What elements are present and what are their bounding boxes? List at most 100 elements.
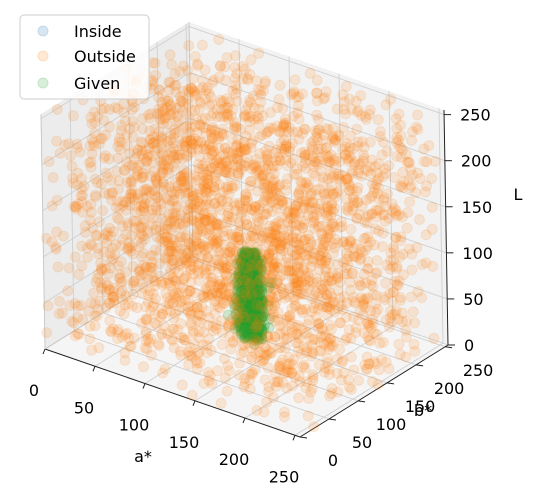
data-point-outside	[213, 179, 225, 191]
data-point-outside	[230, 140, 242, 152]
data-point-outside	[384, 288, 396, 299]
data-point-outside	[244, 94, 256, 106]
data-point-outside	[42, 300, 54, 312]
data-point-outside	[342, 205, 354, 217]
data-point-outside	[230, 278, 242, 289]
data-point-outside	[279, 113, 291, 125]
data-point-outside	[184, 126, 196, 138]
data-point-outside	[242, 269, 254, 280]
data-point-outside	[118, 164, 130, 176]
data-point-outside	[238, 143, 250, 155]
data-point-outside	[416, 259, 428, 270]
data-point-outside	[307, 369, 319, 381]
data-point-outside	[353, 105, 364, 117]
data-point-outside	[405, 291, 417, 303]
data-point-outside	[52, 261, 64, 273]
data-point-outside	[309, 170, 321, 182]
data-point-outside	[197, 74, 209, 86]
data-point-outside	[114, 132, 125, 144]
data-point-outside	[135, 269, 147, 281]
data-point-outside	[223, 188, 235, 200]
data-point-outside	[334, 276, 346, 288]
data-point-outside	[118, 308, 130, 320]
data-point-outside	[269, 238, 281, 250]
data-point-outside	[229, 72, 241, 84]
data-point-outside	[152, 338, 164, 350]
data-point-outside	[126, 240, 138, 252]
data-point-outside	[348, 142, 360, 154]
data-point-outside	[240, 160, 251, 172]
data-point-outside	[76, 260, 88, 272]
data-point-outside	[297, 287, 309, 299]
x-tick-label: 150	[169, 433, 200, 452]
data-point-outside	[329, 134, 341, 146]
data-point-outside	[347, 267, 359, 279]
data-point-outside	[391, 150, 403, 162]
data-point-outside	[327, 247, 339, 259]
data-point-outside	[293, 186, 305, 198]
data-point-outside	[259, 208, 271, 220]
data-point-outside	[139, 342, 151, 354]
data-point-outside	[368, 239, 380, 251]
data-point-outside	[264, 300, 276, 311]
data-point-outside	[222, 360, 234, 372]
data-point-outside	[308, 302, 320, 314]
data-point-outside	[205, 128, 217, 140]
data-point-outside	[192, 143, 204, 155]
data-point-outside	[109, 249, 121, 261]
data-point-outside	[90, 230, 102, 242]
data-point-outside	[404, 196, 416, 208]
data-point-outside	[248, 114, 260, 125]
data-point-outside	[206, 149, 218, 161]
y-tick-mark	[357, 400, 366, 403]
data-point-outside	[291, 328, 303, 340]
data-point-outside	[204, 213, 216, 225]
data-point-outside	[168, 274, 180, 286]
data-point-outside	[221, 161, 233, 172]
data-point-outside	[260, 154, 272, 166]
x-tick-mark	[292, 435, 296, 441]
data-point-outside	[268, 221, 280, 233]
data-point-outside	[93, 216, 105, 228]
data-point-outside	[236, 248, 248, 260]
data-point-outside	[341, 268, 353, 280]
data-point-outside	[189, 121, 201, 132]
x-tick-label: 50	[74, 398, 94, 417]
data-point-outside	[377, 136, 389, 148]
data-point-outside	[86, 240, 98, 251]
data-point-outside	[311, 87, 323, 99]
data-point-outside	[240, 188, 252, 200]
grid-line-x-floor	[94, 273, 244, 367]
data-point-outside	[273, 216, 284, 228]
data-point-outside	[343, 241, 355, 253]
data-point-outside	[391, 261, 403, 273]
data-point-outside	[289, 249, 301, 261]
data-point-outside	[151, 231, 163, 243]
data-point-outside	[119, 354, 131, 366]
data-point-outside	[329, 202, 341, 214]
data-point-outside	[313, 264, 325, 275]
data-point-outside	[308, 215, 320, 227]
data-point-outside	[253, 103, 265, 115]
data-point-outside	[203, 229, 215, 241]
data-point-outside	[167, 334, 179, 346]
data-point-outside	[374, 337, 386, 349]
data-point-outside	[220, 181, 232, 193]
data-point-outside	[218, 239, 230, 251]
data-point-outside	[208, 158, 220, 169]
pane-edge	[44, 256, 194, 350]
data-point-outside	[382, 188, 393, 200]
legend-label-given: Given	[74, 74, 120, 93]
data-point-outside	[281, 252, 293, 264]
data-point-outside	[43, 156, 55, 167]
data-point-outside	[191, 189, 203, 201]
y-tick-label: 200	[434, 379, 465, 398]
data-point-outside	[292, 100, 304, 112]
data-point-outside	[209, 198, 221, 210]
data-point-outside	[63, 138, 74, 150]
data-point-outside	[128, 194, 140, 205]
data-point-outside	[307, 247, 319, 259]
pane-back	[189, 22, 448, 345]
data-point-outside	[177, 60, 189, 72]
grid-line-z-back	[191, 164, 447, 254]
